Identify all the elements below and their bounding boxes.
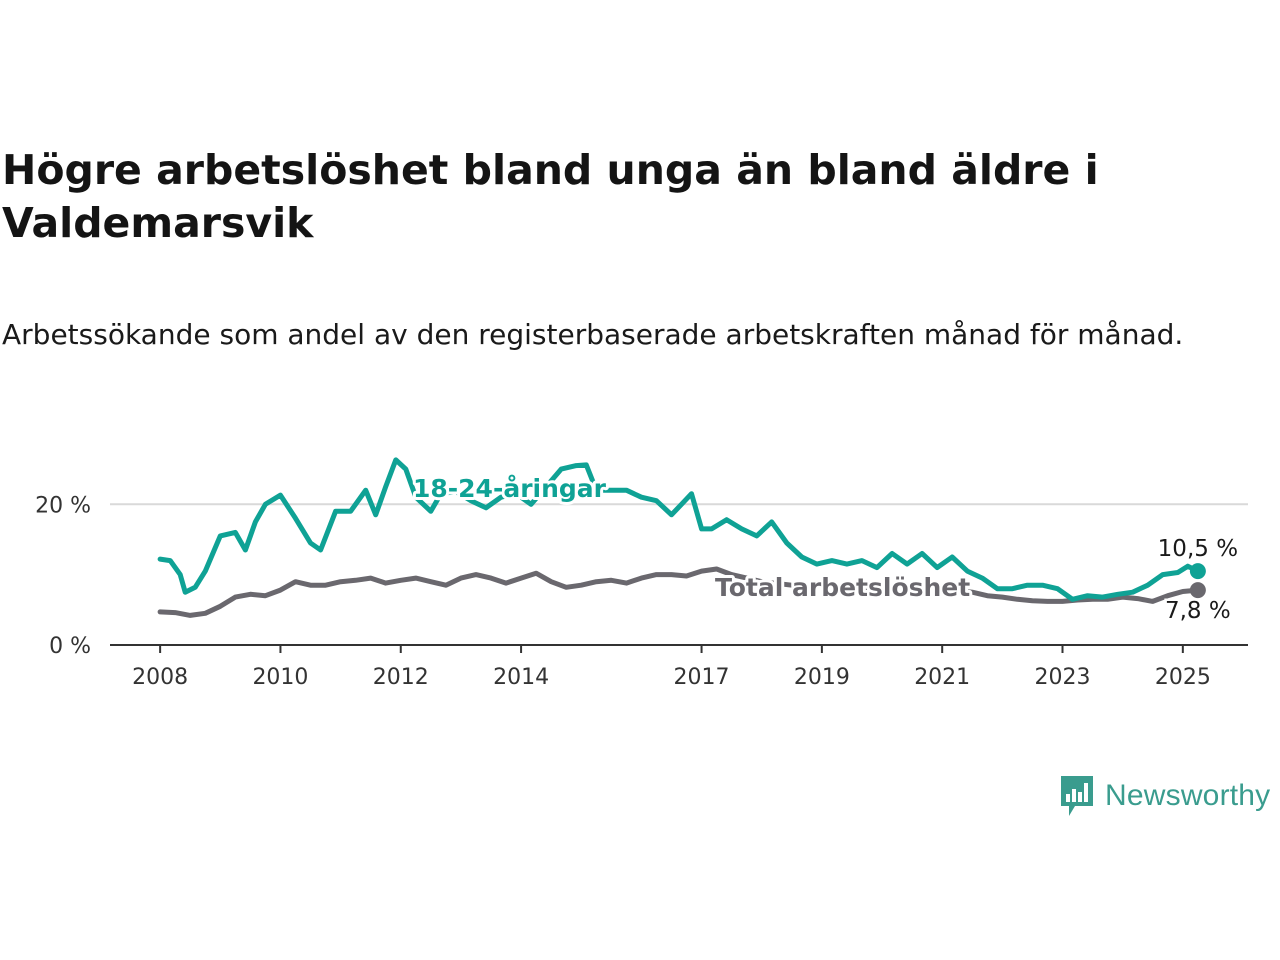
x-tick-label: 2014 <box>493 665 549 690</box>
x-tick-label: 2021 <box>914 665 970 690</box>
series-line-youth <box>157 457 1201 602</box>
y-tick-label: 20 % <box>35 493 91 518</box>
end-point <box>1189 582 1206 599</box>
x-tick-label: 2012 <box>373 665 429 690</box>
x-tick-label: 2008 <box>132 665 188 690</box>
chart-title: Högre arbetslöshet bland unga än bland ä… <box>2 146 1099 247</box>
end-value-label-total: 7,8 % <box>1165 598 1231 624</box>
brand-name: Newsworthy <box>1105 779 1271 812</box>
end-value-label-youth: 10,5 % <box>1158 536 1238 562</box>
x-tick-label: 2023 <box>1035 665 1091 690</box>
x-tick-label: 2019 <box>794 665 850 690</box>
chart-subtitle: Arbetssökande som andel av den registerb… <box>2 318 1184 351</box>
newsworthy-logo: Newsworthy <box>1059 774 1270 818</box>
x-tick-label: 2017 <box>674 665 730 690</box>
bar-chart-bubble-icon <box>1061 776 1093 816</box>
series-label-total: Total arbetslöshet <box>715 573 970 602</box>
x-tick-label: 2010 <box>252 665 308 690</box>
end-point <box>1189 563 1206 580</box>
series-label-youth: 18-24-åringar <box>413 474 607 503</box>
x-tick-label: 2025 <box>1155 665 1211 690</box>
y-tick-label: 0 % <box>49 634 91 659</box>
series-line-total <box>157 566 1201 618</box>
